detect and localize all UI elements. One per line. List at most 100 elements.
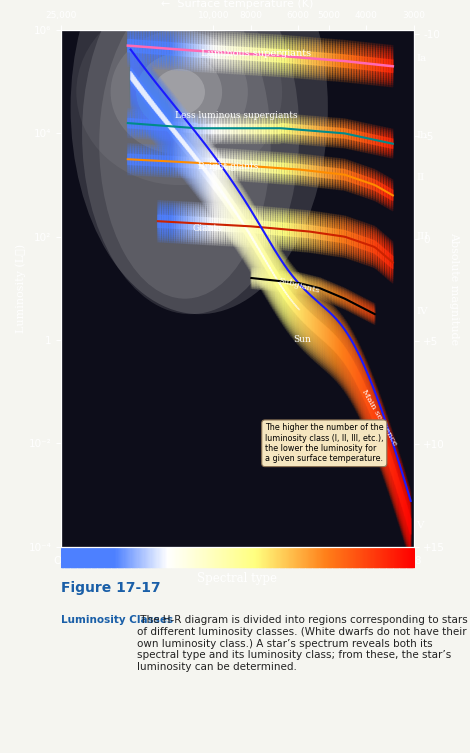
Polygon shape: [173, 120, 174, 141]
Polygon shape: [253, 239, 255, 243]
Polygon shape: [254, 160, 256, 172]
Polygon shape: [302, 305, 304, 322]
Polygon shape: [241, 212, 242, 230]
Polygon shape: [177, 115, 179, 156]
Polygon shape: [240, 123, 243, 134]
Polygon shape: [330, 327, 332, 352]
Polygon shape: [186, 121, 187, 171]
Polygon shape: [366, 303, 367, 317]
Polygon shape: [222, 212, 224, 237]
Polygon shape: [256, 165, 259, 169]
Polygon shape: [332, 328, 333, 354]
Polygon shape: [387, 139, 390, 147]
Polygon shape: [179, 41, 181, 58]
Polygon shape: [213, 152, 216, 175]
Polygon shape: [225, 180, 227, 215]
Polygon shape: [165, 42, 168, 55]
Polygon shape: [163, 117, 165, 135]
Polygon shape: [163, 110, 164, 127]
Polygon shape: [295, 281, 297, 331]
Polygon shape: [329, 47, 331, 72]
Polygon shape: [390, 129, 393, 158]
Polygon shape: [333, 292, 334, 296]
Polygon shape: [136, 152, 139, 167]
Polygon shape: [219, 158, 221, 170]
Polygon shape: [354, 347, 356, 398]
Polygon shape: [283, 166, 286, 170]
Polygon shape: [191, 133, 193, 173]
Polygon shape: [400, 456, 401, 529]
Polygon shape: [286, 217, 289, 242]
Polygon shape: [376, 407, 377, 435]
Polygon shape: [205, 116, 208, 141]
Polygon shape: [194, 144, 196, 169]
Polygon shape: [278, 273, 280, 290]
Polygon shape: [371, 394, 373, 426]
Polygon shape: [361, 359, 363, 415]
Polygon shape: [340, 325, 342, 376]
Polygon shape: [325, 312, 326, 357]
Polygon shape: [360, 368, 361, 400]
Polygon shape: [173, 38, 176, 59]
Polygon shape: [211, 116, 213, 141]
Polygon shape: [152, 121, 155, 129]
Polygon shape: [363, 134, 366, 142]
Polygon shape: [383, 429, 384, 453]
Polygon shape: [191, 209, 194, 238]
Polygon shape: [273, 270, 274, 277]
Polygon shape: [259, 53, 262, 56]
Polygon shape: [371, 385, 373, 436]
Polygon shape: [243, 116, 246, 141]
Polygon shape: [287, 275, 289, 289]
Polygon shape: [190, 114, 191, 188]
Polygon shape: [292, 273, 294, 332]
Polygon shape: [401, 473, 402, 521]
Polygon shape: [356, 350, 357, 401]
Polygon shape: [219, 32, 221, 73]
Polygon shape: [141, 155, 144, 165]
Polygon shape: [239, 210, 241, 227]
Polygon shape: [234, 197, 235, 223]
Polygon shape: [385, 189, 387, 194]
Polygon shape: [313, 316, 315, 332]
Polygon shape: [332, 316, 333, 366]
Polygon shape: [237, 51, 240, 56]
Polygon shape: [257, 237, 259, 259]
Polygon shape: [224, 185, 225, 206]
Polygon shape: [276, 221, 279, 237]
Polygon shape: [323, 53, 326, 66]
Polygon shape: [257, 220, 259, 276]
Polygon shape: [321, 316, 322, 346]
Polygon shape: [289, 124, 291, 134]
Polygon shape: [191, 130, 193, 175]
Polygon shape: [307, 121, 310, 139]
Polygon shape: [236, 189, 238, 239]
Polygon shape: [319, 305, 321, 354]
Polygon shape: [291, 161, 294, 177]
Polygon shape: [404, 489, 405, 523]
Polygon shape: [330, 308, 332, 372]
Polygon shape: [227, 221, 229, 229]
Polygon shape: [300, 224, 303, 237]
Polygon shape: [371, 375, 373, 446]
Polygon shape: [275, 273, 276, 288]
Polygon shape: [139, 38, 141, 55]
Polygon shape: [312, 213, 314, 251]
Polygon shape: [162, 99, 163, 134]
Polygon shape: [186, 136, 187, 157]
Polygon shape: [256, 48, 259, 61]
Polygon shape: [335, 322, 336, 367]
Text: Ia: Ia: [416, 54, 427, 63]
Polygon shape: [374, 228, 376, 267]
Y-axis label: Absolute magnitude: Absolute magnitude: [449, 232, 459, 345]
Polygon shape: [264, 47, 267, 63]
Polygon shape: [200, 158, 203, 169]
Polygon shape: [152, 151, 155, 170]
Polygon shape: [228, 194, 229, 210]
Polygon shape: [291, 47, 294, 67]
Polygon shape: [363, 42, 366, 84]
Polygon shape: [179, 134, 180, 141]
Polygon shape: [136, 34, 139, 59]
Polygon shape: [353, 300, 354, 307]
Polygon shape: [352, 56, 355, 69]
